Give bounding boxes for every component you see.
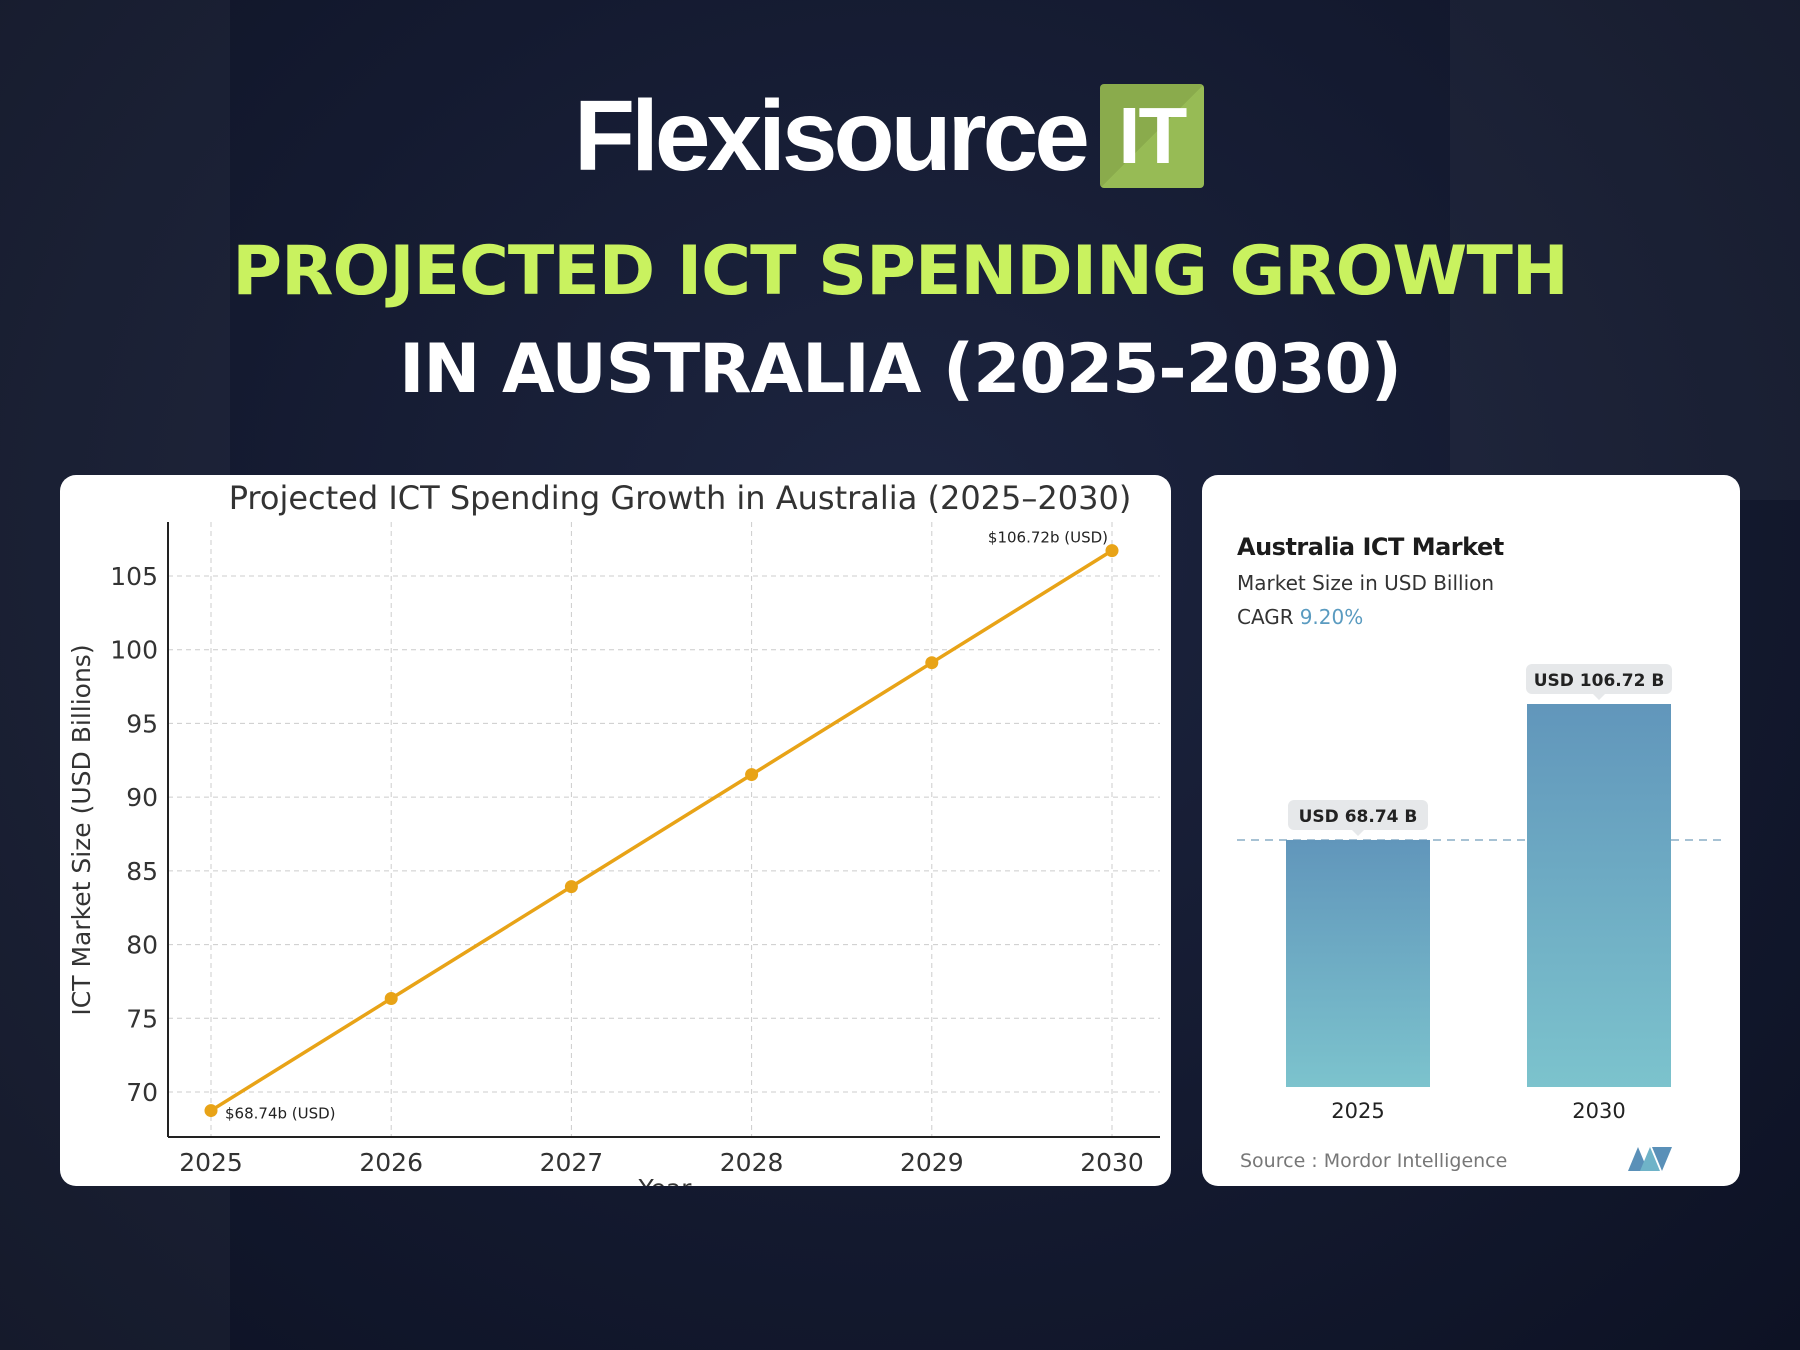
data-point [1105,544,1119,558]
x-tick-label: 2028 [720,1148,784,1177]
y-tick-label: 100 [110,636,158,665]
data-label: USD 68.74 B [1299,807,1418,827]
bar-chart: USD 68.74 B 2025 USD 106.72 B 2030 [1237,664,1724,1123]
x-axis-label: Year [638,1174,693,1186]
x-tick-label: 2027 [540,1148,604,1177]
cagr-text: CAGR 9.20% [1237,605,1363,629]
series-line [210,549,1113,1113]
x-tick-label: 2029 [900,1148,964,1177]
x-tick-label: 2025 [179,1148,243,1177]
data-point [925,656,939,670]
data-annotation: $106.72b (USD) [988,529,1108,547]
line-chart-card: Projected ICT Spending Growth in Austral… [60,475,1171,1186]
bar-chart-title: Australia ICT Market [1237,533,1504,561]
data-annotation: $68.74b (USD) [225,1105,336,1123]
logo-it-badge: IT [1099,84,1204,188]
data-point [204,1104,218,1118]
headline-line-2: IN AUSTRALIA (2025-2030) [399,330,1402,409]
data-point [745,768,759,782]
x-tick-label: 2026 [359,1148,423,1177]
y-axis-label: ICT Market Size (USD Billions) [67,644,96,1015]
x-tick-label: 2030 [1080,1148,1144,1177]
y-tick-label: 80 [126,931,158,960]
data-point [384,992,398,1006]
y-tick-label: 85 [126,857,158,886]
y-tick-label: 75 [126,1004,158,1033]
mordor-intelligence-logo-icon [1628,1147,1672,1171]
data-label: USD 106.72 B [1534,671,1665,691]
x-category-label: 2030 [1572,1099,1625,1123]
data-label-bubble [1526,664,1672,694]
flexisource-logo: Flexisource IT [574,84,1204,188]
bar-chart-card: Australia ICT Market Market Size in USD … [1202,475,1740,1186]
bar [1527,704,1671,1087]
line-chart: Projected ICT Spending Growth in Austral… [67,479,1160,1186]
line-chart-title: Projected ICT Spending Growth in Austral… [229,479,1132,517]
x-category-label: 2025 [1331,1099,1384,1123]
source-text: Source : Mordor Intelligence [1240,1150,1508,1172]
y-tick-label: 95 [126,709,158,738]
cagr-label: CAGR [1237,605,1294,629]
data-label-bubble [1288,799,1428,830]
data-label-pointer [1352,829,1364,836]
y-tick-label: 70 [126,1078,158,1107]
bar [1286,839,1430,1087]
data-label-pointer [1593,694,1605,700]
data-point [564,880,578,894]
bar-chart-subtitle: Market Size in USD Billion [1237,571,1495,595]
y-tick-label: 90 [126,783,158,812]
headline-line-1: PROJECTED ICT SPENDING GROWTH [232,232,1568,311]
cagr-value: 9.20% [1299,605,1364,629]
y-tick-label: 105 [110,562,158,591]
logo-wordmark: Flexisource [574,80,1090,192]
